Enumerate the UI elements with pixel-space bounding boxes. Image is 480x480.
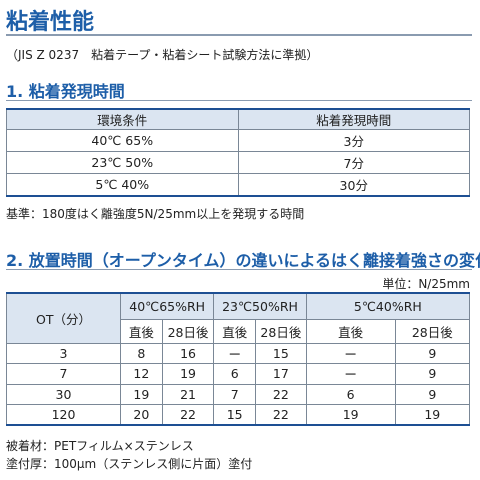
cell: 9 (394, 383, 471, 405)
cell: ー (305, 363, 396, 385)
cell: 6 (213, 363, 257, 385)
cell: 6 (305, 383, 396, 405)
row-header: OT（分） (6, 292, 121, 344)
cell: 120 (6, 404, 121, 426)
row: 5℃ 40% 30分 (6, 173, 470, 196)
column-header: 28日後 (255, 318, 307, 344)
title: 粘着性能 (6, 10, 95, 35)
row: 120 20 22 15 22 19 19 (6, 404, 471, 426)
header-row: OT（分） 40℃65%RH 23℃50%RH 5℃40%RH (6, 292, 471, 344)
note: 塗付厚：100μm（ステンレス側に片面）塗付 (6, 457, 253, 471)
column-header: 環境条件 (6, 108, 239, 130)
group-header: 23℃50%RH (213, 292, 307, 320)
divider (6, 34, 472, 36)
column-header: 直後 (120, 318, 163, 344)
cell: 9 (394, 363, 471, 385)
cell: ー (305, 342, 396, 364)
cell: 17 (255, 363, 307, 385)
subtitle: （JIS Z 0237 粘着テープ・粘着シート試験方法に準拠） (6, 48, 319, 62)
cell: 19 (161, 363, 215, 385)
cell: 22 (255, 383, 307, 405)
cell: 7 (6, 363, 121, 385)
cell: 22 (161, 404, 215, 426)
row: 40℃ 65% 3分 (6, 129, 470, 152)
column-header: 28日後 (161, 318, 215, 344)
cell: 9 (394, 342, 471, 364)
cell: 19 (305, 404, 396, 426)
cell: 7 (213, 383, 257, 405)
table: OT（分） 40℃65%RH 23℃50%RH 5℃40%RH 直後 28日後 直後 28日後… (6, 292, 471, 426)
cell: 5℃ 40% (6, 173, 239, 196)
column-header: 28日後 (394, 318, 471, 344)
row: 7 12 19 6 17 ー 9 (6, 363, 471, 385)
group-header: 5℃40%RH (305, 292, 471, 320)
column-header: 粘着発現時間 (237, 108, 470, 130)
divider (6, 100, 472, 101)
cell: 16 (161, 342, 215, 364)
note: 被着材：PETフィルム×ステンレス (6, 439, 194, 453)
cell: 8 (120, 342, 163, 364)
group-header: 40℃65%RH (119, 292, 215, 320)
cell: 3 (6, 342, 121, 364)
cell: 30 (6, 383, 121, 405)
header-row: 環境条件 粘着発現時間 (6, 108, 470, 130)
note: 基準：180度はく離強度5N/25mm以上を発現する時間 (6, 207, 305, 221)
cell: 30分 (237, 173, 470, 196)
header-row: 直後 28日後 直後 28日後 直後 28日後 (7, 318, 471, 344)
row: 30 19 21 7 22 6 9 (6, 383, 471, 405)
section-heading: 1. 粘着発現時間 (6, 82, 125, 101)
table: 環境条件 粘着発現時間 40℃ 65% 3分 23℃ 50% 7分 5℃ 40% 30分 (6, 108, 470, 197)
cell: 21 (161, 383, 215, 405)
cell: 20 (120, 404, 163, 426)
section-heading: 2. 放置時間（オープンタイム）の違いによるはく離接着強さの変化 (6, 251, 480, 270)
cell: ー (213, 342, 257, 364)
cell: 15 (255, 342, 307, 364)
cell: 22 (255, 404, 307, 426)
unit: 単位：N/25mm (382, 277, 470, 291)
column-header: 直後 (213, 318, 257, 344)
row: 23℃ 50% 7分 (6, 151, 470, 174)
cell: 15 (213, 404, 257, 426)
cell: 12 (120, 363, 163, 385)
cell: 23℃ 50% (6, 151, 239, 174)
cell: 3分 (237, 129, 470, 152)
cell: 7分 (237, 151, 470, 174)
row: 3 8 16 ー 15 ー 9 (6, 342, 471, 364)
cell: 19 (394, 404, 471, 426)
cell: 40℃ 65% (6, 129, 239, 152)
divider (6, 269, 472, 270)
cell: 19 (120, 383, 163, 405)
column-header: 直後 (305, 318, 396, 344)
